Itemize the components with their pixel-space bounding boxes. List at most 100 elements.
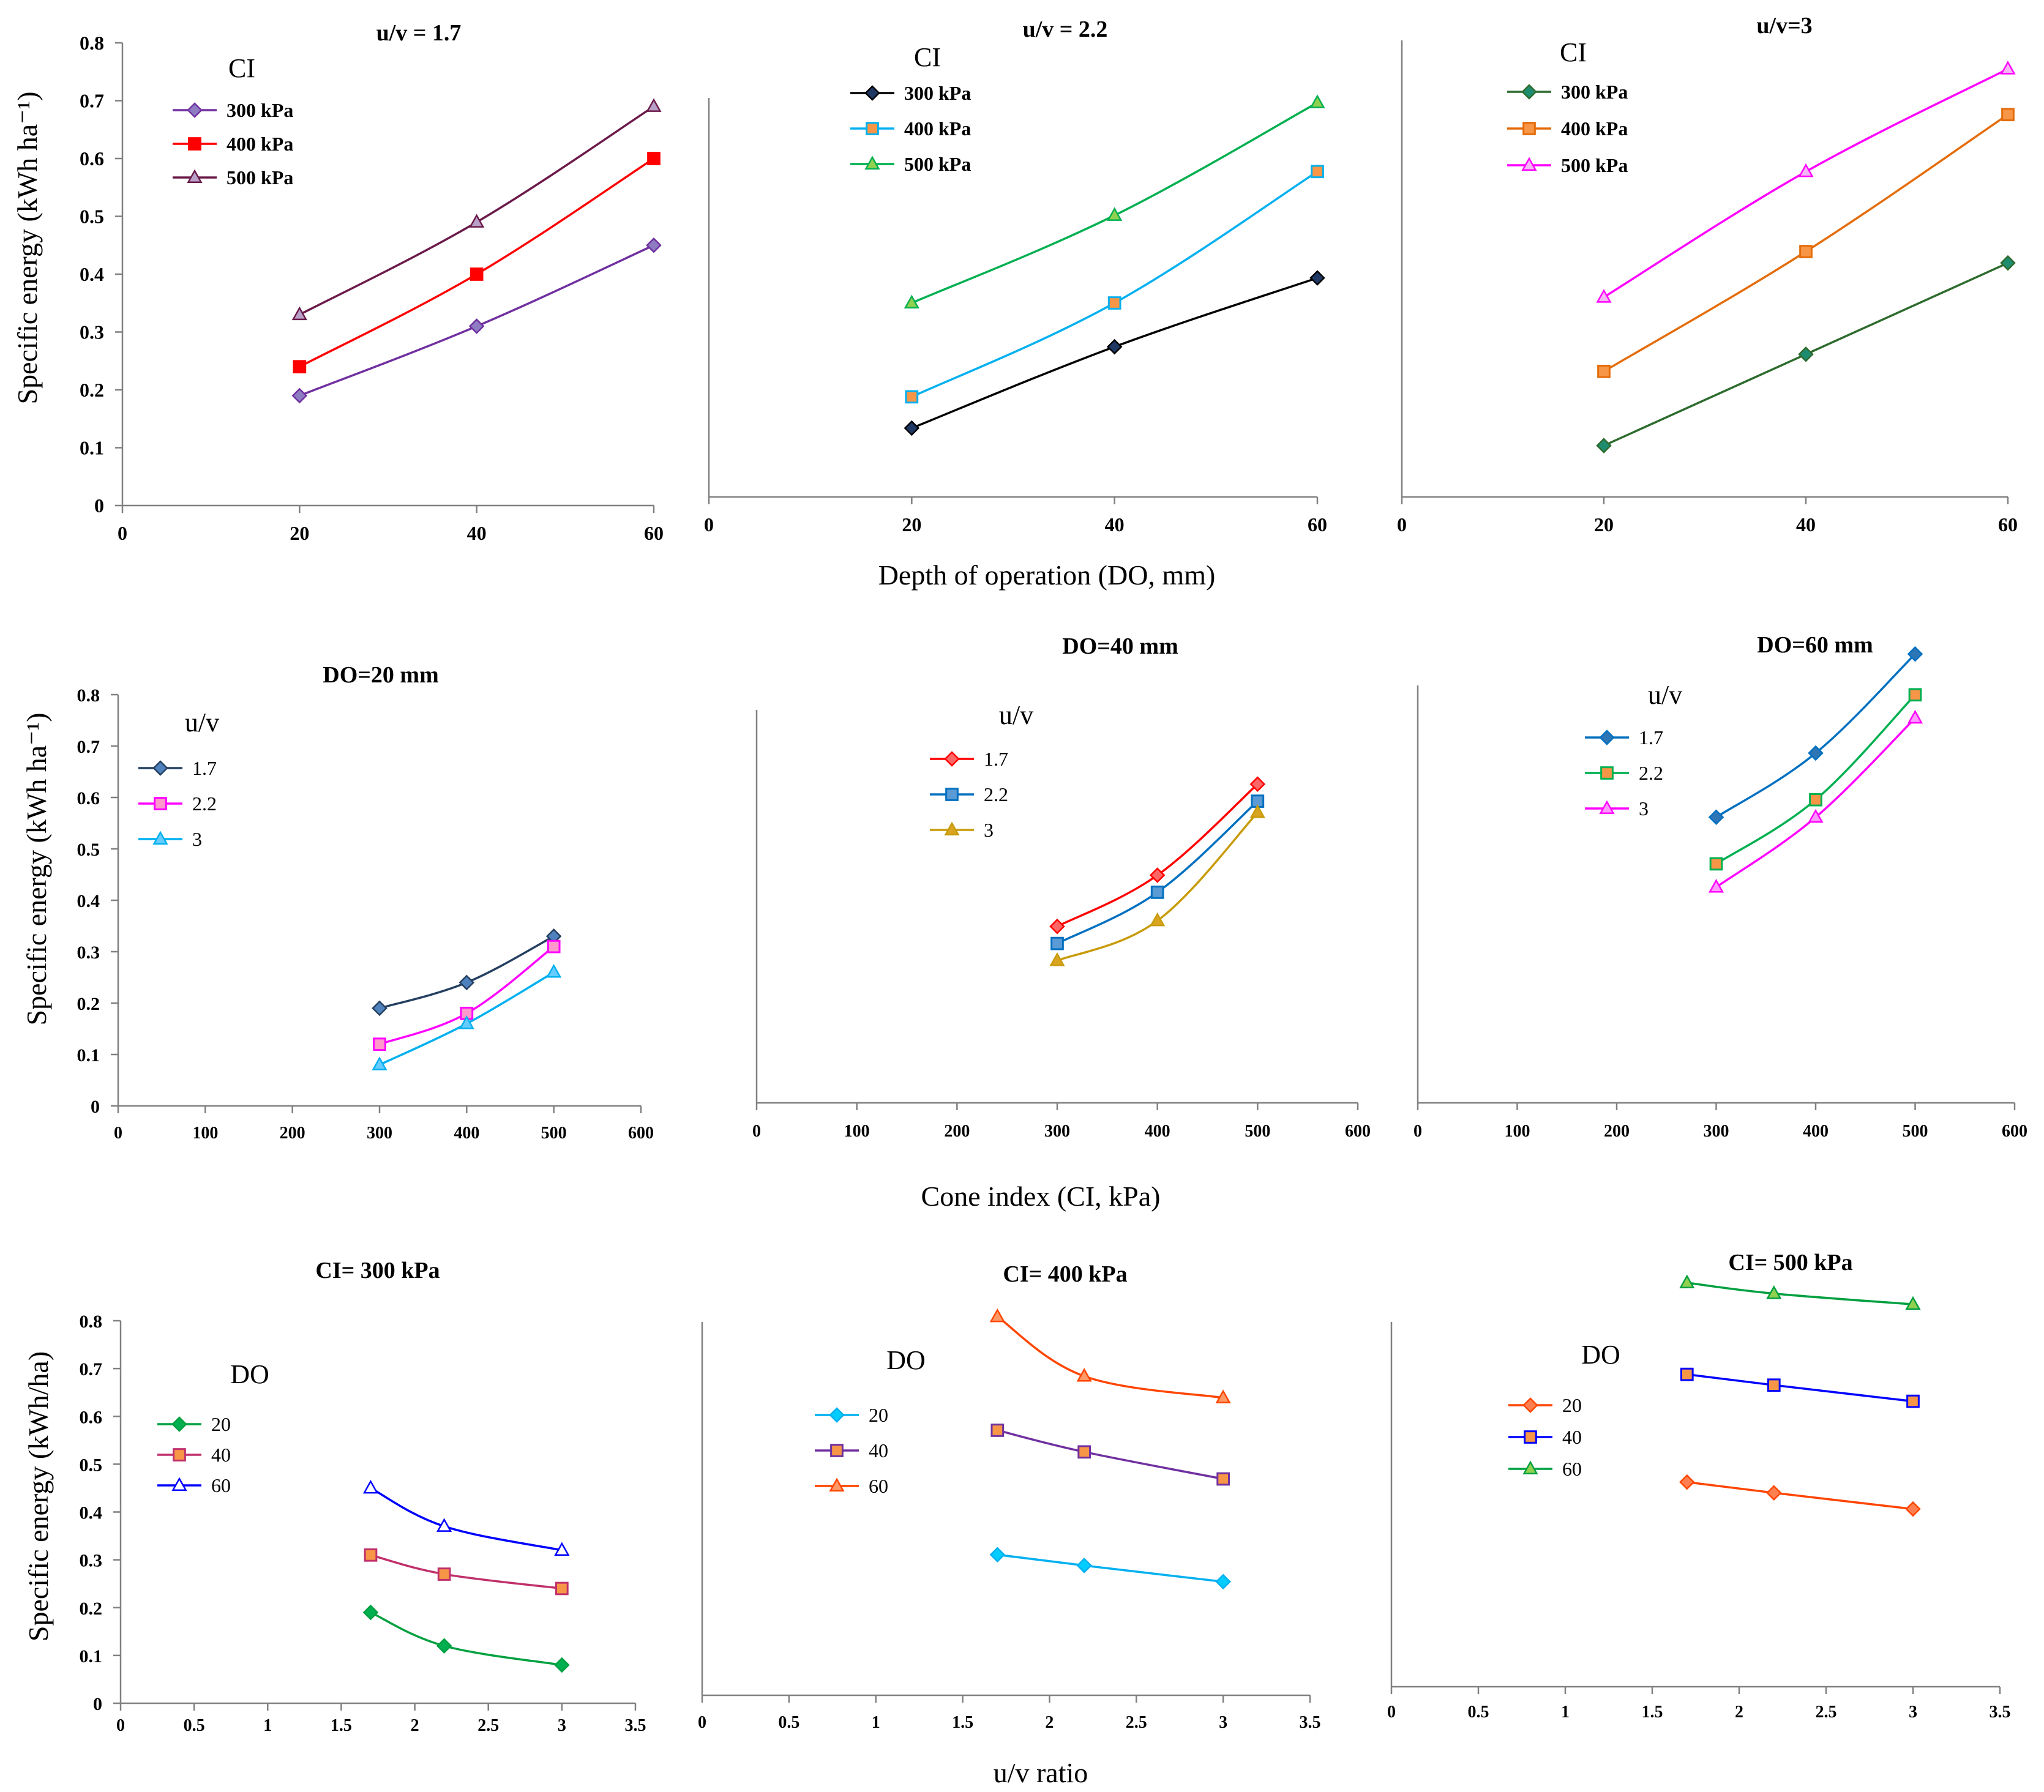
panel-1-series-3-point — [291, 306, 307, 321]
panel-7-series-2-point — [364, 1548, 378, 1562]
panel-8-x-tick-label: 3.5 — [1300, 1713, 1321, 1732]
panel-2-series-2-point — [1311, 165, 1324, 179]
row1-y-axis-label: Specific energy (kWh ha⁻¹) — [12, 91, 43, 404]
panel-6-legend-label: 1.7 — [1639, 726, 1663, 749]
panel-7-legend-marker — [171, 1416, 187, 1432]
panel-8-x-tick-label: 2.5 — [1126, 1713, 1147, 1732]
panel-3-legend-title: CI — [1560, 37, 1587, 67]
panel-8-series-3-line — [997, 1315, 1224, 1399]
panel-6-x-tick-label: 400 — [1803, 1122, 1829, 1141]
panel-8-series-1-point — [1215, 1574, 1231, 1590]
panel-5-series-2-point — [1150, 886, 1164, 899]
panel-8-legend-label: 40 — [869, 1439, 888, 1462]
panel-7-x-tick-label: 3 — [558, 1716, 566, 1735]
panel-5-legend-label: 1.7 — [984, 748, 1008, 770]
panel-9-series-1-point — [1905, 1501, 1921, 1517]
panel-1-x-tick-label: 0 — [118, 522, 127, 544]
panel-6-x-tick-label: 600 — [2002, 1122, 2027, 1141]
panel-8: 0 0.5 1 1.5 2 2.5 3 3.5 CI= 400 kPa 20 40 60 DO — [698, 1261, 1321, 1732]
panel-4-x-tick-label: 500 — [541, 1124, 567, 1143]
panel-5-x-tick-label: 500 — [1245, 1122, 1270, 1141]
panel-8-series-2-point — [1077, 1445, 1091, 1459]
panel-7-y-tick-label: 0.2 — [80, 1599, 103, 1619]
panel-9-series-3-point — [1679, 1274, 1695, 1288]
panel-3-series-1-point — [1798, 346, 1814, 362]
panel-2-series-2-line — [911, 170, 1318, 398]
panel-5-series-2-point — [1050, 936, 1064, 950]
panel-8-series-1-point — [1076, 1558, 1092, 1574]
panel-4-x-tick-label: 400 — [454, 1124, 479, 1143]
row2-y-axis-label: Specific energy (kWh ha⁻¹) — [21, 712, 52, 1025]
panel-9: 0 0.5 1 1.5 2 2.5 3 3.5 CI= 500 kPa 20 40 60 DO — [1387, 1250, 2011, 1722]
panel-5-series-1-point — [1149, 867, 1166, 883]
panel-7-legend-label: 40 — [211, 1444, 231, 1466]
panel-3-x-tick-label: 20 — [1594, 513, 1614, 536]
panel-5-x-tick-label: 300 — [1044, 1122, 1070, 1141]
panel-7-x-tick-label: 0 — [116, 1716, 125, 1735]
panel-7-series-2-point — [437, 1567, 451, 1581]
panel-1-x-tick-label: 40 — [467, 522, 487, 544]
panel-9-series-1-line — [1686, 1480, 1914, 1510]
panel-6-title: DO=60 mm — [1757, 632, 1873, 658]
panel-9-legend-marker — [1524, 1430, 1537, 1444]
panel-3-x-tick-label: 40 — [1796, 513, 1816, 536]
panel-6-series-2-point — [1809, 793, 1822, 807]
panel-6-series-3-point — [1907, 709, 1923, 724]
panel-3-series-3-point — [1596, 289, 1612, 303]
panel-8-series-2-point — [990, 1424, 1005, 1437]
panel-7-x-tick-label: 2.5 — [477, 1716, 499, 1735]
panel-1: 0 20 40 60 0 0.1 0.2 0.3 0.4 0.5 0.6 0.7 0.8 u/v = 1.… — [80, 20, 664, 544]
panel-2: 0 20 40 60 u/v = 2.2 300 kPa 400 kPa 500 kPa CI — [704, 17, 1327, 536]
panel-3-series-3-line — [1603, 68, 2008, 299]
panel-8-series-1-point — [989, 1547, 1006, 1562]
panel-2-x-tick-label: 0 — [704, 513, 714, 536]
panel-3-legend-label: 500 kPa — [1561, 154, 1628, 176]
panel-1-series-1-point — [468, 318, 485, 334]
row3-x-axis-label: u/v ratio — [994, 1757, 1088, 1788]
panel-3-series-2-point — [1799, 245, 1813, 258]
panel-7-y-tick-label: 0.3 — [80, 1551, 103, 1571]
panel-6-x-tick-label: 300 — [1704, 1122, 1729, 1141]
panel-6-series-1-point — [1808, 745, 1824, 761]
panel-7-series-2-line — [370, 1554, 563, 1590]
panel-2-series-3-point — [904, 294, 919, 308]
panel-4-x-tick-label: 200 — [280, 1124, 305, 1143]
panel-4-legend-title: u/v — [185, 707, 219, 737]
panel-9-series-2-point — [1767, 1378, 1781, 1392]
panel-9-x-tick-label: 3.5 — [1990, 1703, 2011, 1722]
panel-4-x-tick-label: 300 — [367, 1124, 392, 1143]
panel-9-series-1-point — [1679, 1474, 1695, 1490]
panel-7-series-3-line — [370, 1487, 563, 1551]
panel-2-series-3-line — [911, 102, 1318, 304]
panel-3-title: u/v=3 — [1756, 13, 1812, 39]
panel-3-series-1-point — [2000, 255, 2016, 271]
panel-5-legend-marker — [945, 788, 959, 801]
panel-3-legend-label: 300 kPa — [1561, 81, 1628, 103]
panel-2-legend-marker — [864, 85, 880, 101]
panel-2-legend-title: CI — [914, 42, 941, 72]
panel-5-legend-label: 3 — [984, 819, 994, 841]
panel-6-legend-marker — [1600, 766, 1614, 780]
panel-4-y-tick-label: 0 — [91, 1097, 100, 1117]
panel-5-x-tick-label: 200 — [944, 1122, 970, 1141]
panel-8-series-2-point — [1216, 1472, 1230, 1486]
panel-5-x-tick-label: 0 — [752, 1122, 761, 1141]
panel-1-y-tick-label: 0.5 — [80, 206, 104, 228]
panel-2-legend-label: 400 kPa — [904, 118, 971, 140]
panel-2-series-2-point — [905, 390, 919, 404]
panel-9-legend-label: 40 — [1562, 1426, 1582, 1448]
panel-9-legend-label: 20 — [1562, 1394, 1582, 1416]
panel-7-series-1-point — [362, 1604, 379, 1621]
panel-7-x-tick-label: 3.5 — [625, 1716, 646, 1735]
panel-8-series-1-line — [997, 1553, 1224, 1583]
panel-8-x-tick-label: 2 — [1045, 1713, 1054, 1732]
row1-x-axis-label: Depth of operation (DO, mm) — [878, 559, 1216, 591]
panel-7-y-tick-label: 0.4 — [80, 1503, 103, 1523]
panel-7-legend-marker — [171, 1477, 187, 1491]
panel-3-series-2-point — [1597, 365, 1611, 378]
panel-7-series-1-point — [436, 1638, 452, 1654]
panel-7-series-1-point — [554, 1657, 570, 1673]
panel-6-series-2-line — [1715, 694, 1916, 865]
panel-2-title: u/v = 2.2 — [1023, 17, 1108, 42]
